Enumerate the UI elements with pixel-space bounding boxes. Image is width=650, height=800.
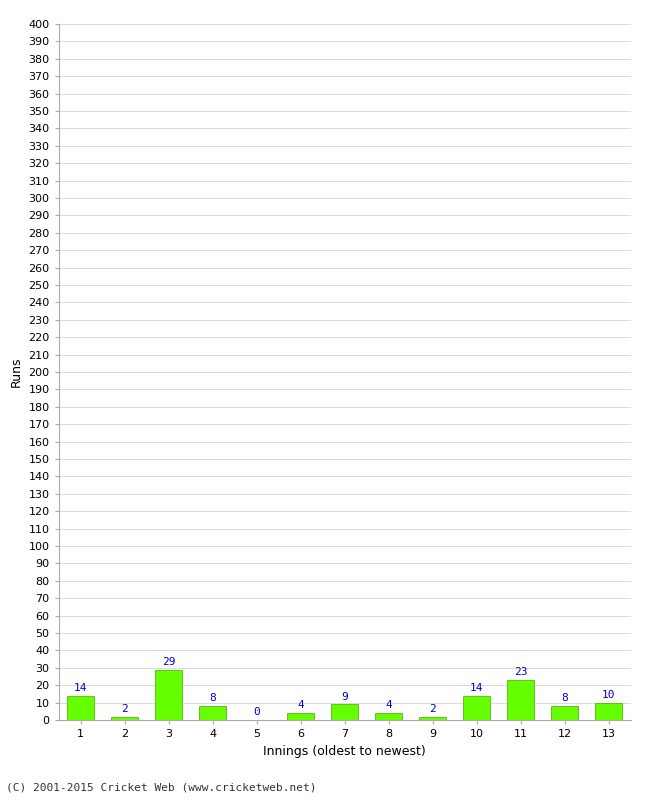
Y-axis label: Runs: Runs	[10, 357, 23, 387]
Bar	[375, 713, 402, 720]
Bar	[111, 717, 138, 720]
Text: 2: 2	[429, 704, 436, 714]
Text: 4: 4	[297, 701, 304, 710]
Bar	[200, 706, 226, 720]
Text: 14: 14	[73, 683, 87, 693]
Bar	[463, 696, 489, 720]
Text: 9: 9	[341, 692, 348, 702]
Bar	[68, 696, 94, 720]
Bar	[595, 702, 621, 720]
Bar	[287, 713, 314, 720]
Text: 4: 4	[385, 701, 392, 710]
Text: (C) 2001-2015 Cricket Web (www.cricketweb.net): (C) 2001-2015 Cricket Web (www.cricketwe…	[6, 782, 317, 792]
Text: 10: 10	[602, 690, 616, 700]
X-axis label: Innings (oldest to newest): Innings (oldest to newest)	[263, 745, 426, 758]
Text: 8: 8	[209, 694, 216, 703]
Text: 29: 29	[162, 657, 176, 667]
Bar	[155, 670, 182, 720]
Bar	[332, 704, 358, 720]
Text: 2: 2	[121, 704, 128, 714]
Text: 0: 0	[253, 707, 260, 718]
Bar	[551, 706, 578, 720]
Text: 14: 14	[470, 683, 483, 693]
Text: 8: 8	[561, 694, 568, 703]
Bar	[419, 717, 446, 720]
Bar	[507, 680, 534, 720]
Text: 23: 23	[514, 667, 527, 678]
